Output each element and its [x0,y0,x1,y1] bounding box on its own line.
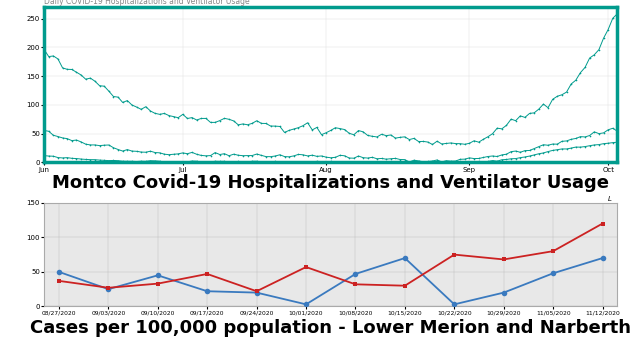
Text: L: L [608,196,612,202]
Text: Daily COVID-19 Hospitalizations and Ventilator Usage: Daily COVID-19 Hospitalizations and Vent… [44,0,249,6]
Text: Montco Covid-19 Hospitalizations and Ventilator Usage: Montco Covid-19 Hospitalizations and Ven… [52,174,609,192]
Text: Cases per 100,000 population - Lower Merion and Narberth: Cases per 100,000 population - Lower Mer… [30,319,630,337]
